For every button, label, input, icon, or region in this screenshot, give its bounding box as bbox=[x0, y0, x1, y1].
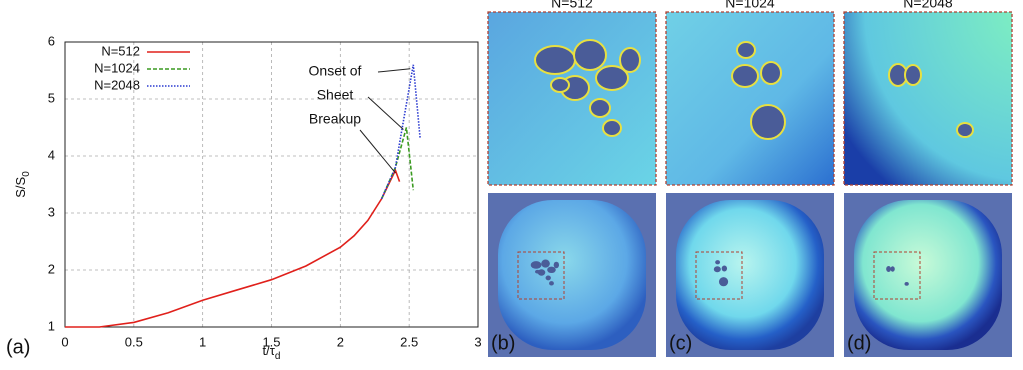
hole bbox=[534, 45, 576, 75]
zoom-frame bbox=[487, 11, 657, 186]
x-tick-label: 2 bbox=[337, 334, 344, 349]
y-axis-label: S/S0 bbox=[13, 171, 31, 198]
hole-small bbox=[549, 281, 554, 286]
hole bbox=[750, 104, 786, 140]
hole bbox=[736, 41, 756, 59]
x-tick-label: 1.5 bbox=[262, 334, 280, 349]
hole bbox=[956, 122, 974, 138]
zoom-frame bbox=[843, 11, 1013, 186]
hole bbox=[731, 64, 759, 88]
annotation-pointer bbox=[359, 129, 396, 174]
legend-label: N=1024 bbox=[94, 60, 140, 75]
zoom-frame bbox=[665, 11, 835, 186]
series-line bbox=[65, 168, 401, 328]
zoom-image bbox=[844, 12, 1012, 185]
hole bbox=[550, 77, 570, 93]
x-tick-label: 1 bbox=[199, 334, 206, 349]
y-tick-label: 5 bbox=[48, 90, 55, 105]
hole bbox=[602, 119, 622, 137]
hole bbox=[619, 47, 641, 73]
hole bbox=[589, 98, 611, 118]
zoom-box bbox=[695, 251, 743, 300]
x-axis-label-sub: d bbox=[275, 351, 281, 362]
annotation-pointer bbox=[367, 96, 404, 130]
annotation: Onset of bbox=[309, 63, 362, 79]
hole-small bbox=[541, 259, 550, 268]
y-tick-label: 2 bbox=[48, 261, 55, 276]
panel-title: N=2048 bbox=[903, 0, 953, 11]
x-axis-label: t/τd bbox=[263, 343, 281, 361]
x-tick-label: 0 bbox=[61, 334, 68, 349]
legend-label: N=2048 bbox=[94, 77, 140, 92]
panel-label: (b) bbox=[491, 332, 515, 354]
zoom-box bbox=[873, 251, 921, 300]
hole-small bbox=[721, 265, 728, 272]
y-tick-label: 4 bbox=[48, 147, 55, 162]
hole-small bbox=[713, 266, 721, 273]
y-tick-label: 6 bbox=[48, 33, 55, 48]
panel-title: N=1024 bbox=[725, 0, 775, 11]
panel-label: (d) bbox=[847, 332, 871, 354]
x-axis-label-text: t/τ bbox=[263, 343, 276, 358]
sheet bbox=[854, 200, 1002, 350]
y-axis-label-sub: 0 bbox=[21, 171, 32, 177]
y-axis-label-text: S/S bbox=[13, 176, 28, 197]
series-line bbox=[380, 127, 415, 200]
series-line bbox=[380, 64, 421, 200]
annotation: Sheet bbox=[317, 87, 354, 103]
x-tick-label: 3 bbox=[474, 334, 481, 349]
zoom-image bbox=[666, 12, 834, 185]
hole-small bbox=[718, 277, 729, 287]
hole-small bbox=[547, 266, 556, 274]
annotation-pointer bbox=[377, 68, 411, 73]
hole bbox=[904, 64, 922, 86]
hole bbox=[573, 39, 607, 71]
y-tick-label: 3 bbox=[48, 204, 55, 219]
legend-label: N=512 bbox=[101, 43, 140, 58]
hole-small bbox=[535, 269, 540, 274]
panel-label: (c) bbox=[669, 332, 692, 354]
hole-small bbox=[890, 266, 895, 272]
hole-small bbox=[545, 275, 551, 281]
zoom-box bbox=[517, 251, 565, 300]
sheet bbox=[498, 200, 646, 350]
plot-frame bbox=[64, 41, 479, 328]
hole-small bbox=[715, 260, 721, 265]
hole-small bbox=[530, 261, 542, 269]
panel-label: (a) bbox=[6, 336, 30, 358]
hole bbox=[760, 61, 782, 85]
hole-small bbox=[553, 261, 560, 269]
sheet bbox=[676, 200, 824, 350]
hole bbox=[595, 65, 629, 91]
x-tick-label: 0.5 bbox=[125, 334, 143, 349]
panel-title: N=512 bbox=[551, 0, 593, 11]
x-tick-label: 2.5 bbox=[400, 334, 418, 349]
hole-small bbox=[904, 281, 909, 286]
y-tick-label: 1 bbox=[48, 318, 55, 333]
annotation: Breakup bbox=[309, 111, 361, 127]
hole-small bbox=[886, 266, 892, 272]
